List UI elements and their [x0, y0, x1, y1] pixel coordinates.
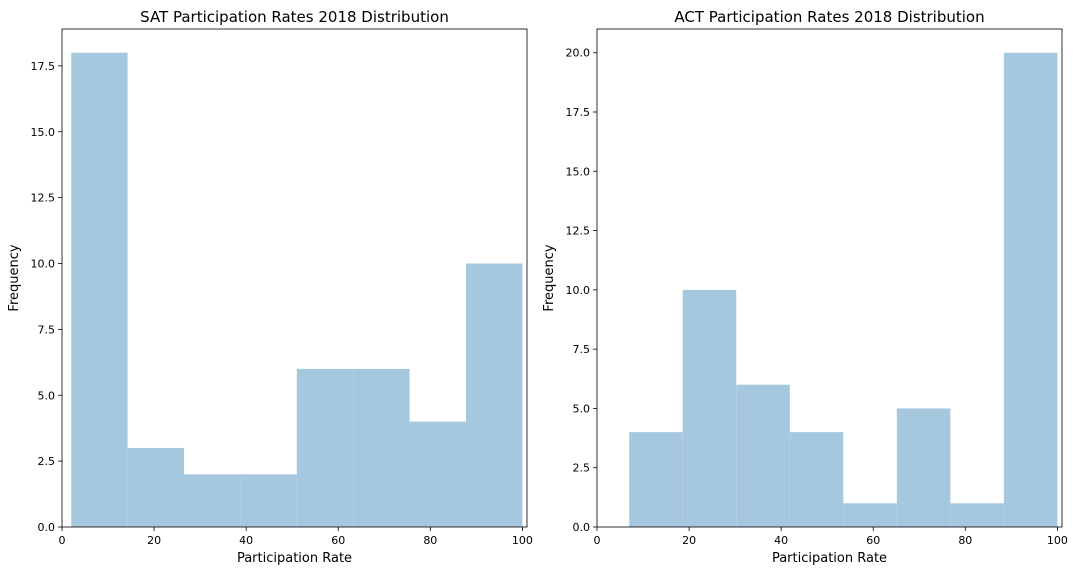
sat-histogram-bar-8 [466, 263, 523, 527]
sat-y-axis-label: Frequency [7, 244, 22, 311]
sat-chart-title: SAT Participation Rates 2018 Distributio… [140, 8, 449, 26]
act-histogram-bar-1 [629, 432, 683, 527]
act-x-tick-label: 20 [682, 534, 696, 547]
act-x-tick-label: 40 [774, 534, 788, 547]
act-histogram-bar-5 [843, 503, 897, 527]
act-histogram-bar-2 [682, 289, 737, 527]
act-histogram-bar-4 [789, 432, 844, 527]
sat-histogram-bar-2 [127, 447, 185, 527]
sat-axes-frame [61, 28, 528, 528]
sat-x-tick-label: 100 [512, 534, 533, 547]
sat-histogram-bar-4 [240, 474, 297, 527]
act-y-axis-label: Frequency [542, 244, 557, 311]
act-histogram-panel: 0 20 40 60 80 100 0.0 2.5 5.0 7.5 10.0 12.5 15.0 17.5… [542, 8, 1068, 566]
act-y-tick-label: 5.0 [573, 402, 591, 415]
act-chart-title: ACT Participation Rates 2018 Distributio… [674, 8, 984, 26]
act-y-tick-label: 15.0 [566, 165, 591, 178]
sat-y-tick-label: 15.0 [31, 126, 56, 139]
sat-y-tick-label: 0.0 [38, 521, 56, 534]
act-x-tick-label: 60 [866, 534, 880, 547]
act-histogram-bar-8 [1003, 52, 1058, 528]
sat-histogram-bar-7 [409, 421, 466, 527]
act-y-tick-label: 12.5 [566, 225, 591, 238]
sat-histogram-panel: 0 20 40 60 80 100 0.0 2.5 5.0 7.5 10.0 12.5 15.0 17.5… [7, 8, 533, 566]
act-y-tick-label: 7.5 [573, 343, 591, 356]
sat-y-tick-label: 17.5 [31, 60, 56, 73]
act-y-tick-label: 2.5 [573, 462, 591, 475]
sat-histogram-bar-6 [353, 368, 410, 527]
sat-histogram-bar-3 [184, 474, 241, 527]
act-x-axis-label: Participation Rate [772, 551, 887, 566]
act-y-tick-label: 0.0 [573, 521, 591, 534]
sat-histogram-bar-1 [71, 52, 128, 528]
sat-x-tick-label: 40 [239, 534, 253, 547]
act-histogram-bar-7 [950, 503, 1004, 527]
sat-x-tick-label: 20 [147, 534, 161, 547]
sat-x-tick-label: 80 [423, 534, 437, 547]
sat-histogram-bar-5 [296, 368, 354, 527]
act-y-tick-label: 20.0 [566, 47, 591, 60]
sat-x-axis-label: Participation Rate [237, 551, 352, 566]
act-y-tick-label: 17.5 [566, 106, 591, 119]
sat-y-tick-label: 5.0 [38, 389, 56, 402]
act-x-tick-label: 80 [958, 534, 972, 547]
act-y-tick-label: 10.0 [566, 284, 591, 297]
sat-x-tick-label: 0 [59, 534, 66, 547]
act-x-tick-label: 0 [594, 534, 601, 547]
sat-y-tick-label: 2.5 [38, 455, 56, 468]
act-axes-frame [596, 28, 1063, 528]
sat-x-tick-label: 60 [331, 534, 345, 547]
sat-y-tick-label: 10.0 [31, 258, 56, 271]
sat-y-tick-label: 12.5 [31, 192, 56, 205]
sat-y-tick-label: 7.5 [38, 323, 56, 336]
act-x-tick-label: 100 [1047, 534, 1068, 547]
act-histogram-bar-6 [896, 408, 951, 527]
act-histogram-bar-3 [736, 384, 790, 527]
